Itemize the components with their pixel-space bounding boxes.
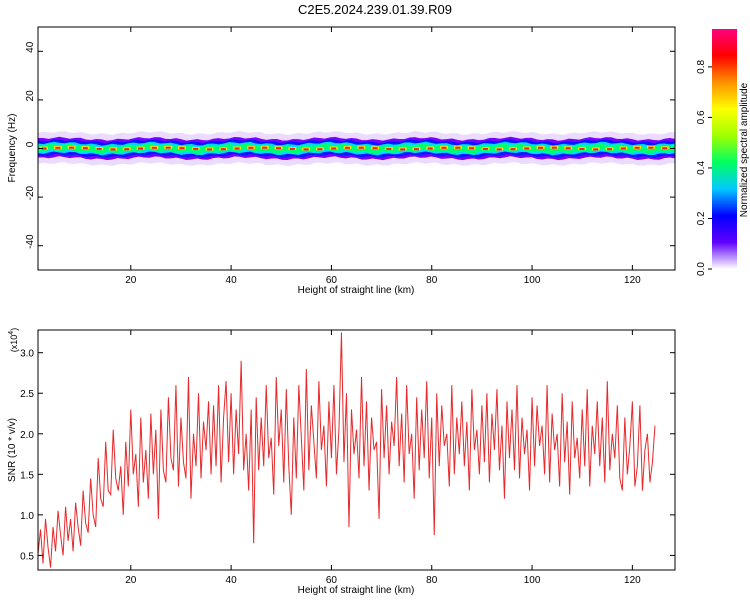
spectrogram-y-tick-label: 20 bbox=[25, 90, 36, 102]
spectrogram-x-tick-label: 120 bbox=[624, 275, 641, 286]
spectrogram-core-mark bbox=[634, 146, 640, 149]
spectrogram-core-mark bbox=[620, 147, 626, 150]
snr-y-ticks: 0.5 1.0 1.5 2.0 2.5 3.0 bbox=[20, 349, 675, 562]
spectrogram-core-mark bbox=[179, 147, 185, 150]
spectrogram-y-tick-label: 40 bbox=[25, 41, 36, 53]
snr-y-label: SNR (10 * v/v) bbox=[7, 418, 18, 482]
snr-x-tick-label: 40 bbox=[226, 575, 238, 586]
snr-y-tick-label: 2.0 bbox=[20, 430, 34, 441]
spectrogram-core-mark bbox=[234, 147, 240, 150]
snr-x-tick-label: 120 bbox=[624, 575, 641, 586]
spectrogram-x-tick-label: 60 bbox=[326, 275, 338, 286]
spectrogram-core-mark bbox=[41, 147, 47, 150]
spectrogram-core-mark bbox=[193, 147, 199, 150]
spectrogram-core-mark bbox=[248, 146, 254, 149]
spectrogram-y-tick-label: -20 bbox=[25, 185, 36, 200]
snr-y-tick-label: 3.0 bbox=[20, 349, 34, 360]
spectrogram-core-mark bbox=[538, 146, 544, 149]
spectrogram-x-tick-label: 100 bbox=[524, 275, 541, 286]
spectrogram-core-mark bbox=[303, 148, 309, 151]
spectrogram-core-mark bbox=[344, 146, 350, 149]
spectrogram-core-mark bbox=[165, 146, 171, 149]
snr-multiplier-base: (x10 bbox=[9, 335, 19, 353]
spectrogram-core-mark bbox=[648, 146, 654, 149]
snr-y-tick-label: 2.5 bbox=[20, 389, 34, 400]
spectrogram-core-mark bbox=[69, 146, 75, 149]
snr-x-tick-label: 100 bbox=[524, 575, 541, 586]
spectrogram-core-mark bbox=[662, 147, 668, 150]
spectrogram-core-mark bbox=[207, 148, 213, 151]
spectrogram-y-ticks: -40 -20 0 20 40 bbox=[25, 41, 675, 249]
spectrogram-core-mark bbox=[82, 147, 88, 150]
snr-multiplier-close: ) bbox=[9, 328, 19, 331]
snr-x-tick-label: 80 bbox=[426, 575, 438, 586]
colorbar-ticks: 0.0 0.2 0.4 0.6 0.8 bbox=[696, 60, 712, 276]
snr-x-tick-label: 60 bbox=[326, 575, 338, 586]
spectrogram-core-mark bbox=[262, 146, 268, 149]
colorbar-tick-label: 0.0 bbox=[696, 262, 707, 276]
spectrogram-core-mark bbox=[455, 146, 461, 149]
colorbar: 0.0 0.2 0.4 0.6 0.8 Normalized spectral ampl… bbox=[696, 29, 750, 276]
spectrogram-x-tick-label: 80 bbox=[426, 275, 438, 286]
spectrogram-core-mark bbox=[372, 147, 378, 150]
spectrogram-y-tick-label: 0 bbox=[25, 141, 36, 147]
spectrogram-x-label: Height of straight line (km) bbox=[298, 285, 415, 296]
spectrogram-core-mark bbox=[276, 147, 282, 150]
spectrogram-core-mark bbox=[331, 147, 337, 150]
spectrogram-core-mark bbox=[579, 147, 585, 150]
spectrogram-core-mark bbox=[482, 147, 488, 150]
spectrogram-core-mark bbox=[565, 147, 571, 150]
spectrogram-x-ticks: 20 40 60 80 100 120 bbox=[125, 27, 641, 286]
spectrogram-core-mark bbox=[220, 148, 226, 151]
spectrogram-panel: 20 40 60 80 100 120 -40 -20 0 20 40 Height of str… bbox=[7, 26, 676, 296]
spectrogram-core-mark bbox=[400, 148, 406, 151]
spectrogram-heatmap bbox=[38, 130, 675, 167]
spectrogram-core-mark bbox=[510, 148, 516, 151]
spectrogram-band-layer bbox=[38, 143, 675, 154]
colorbar-tick-label: 0.6 bbox=[696, 110, 707, 124]
spectrogram-core-mark bbox=[358, 146, 364, 149]
spectrogram-x-tick-label: 40 bbox=[226, 275, 238, 286]
snr-y-tick-label: 1.5 bbox=[20, 470, 34, 481]
spectrogram-core-mark bbox=[469, 147, 475, 150]
spectrogram-core-mark bbox=[124, 148, 130, 151]
spectrogram-core-mark bbox=[427, 147, 433, 150]
spectrogram-core-mark bbox=[317, 148, 323, 151]
snr-multiplier-exp: 4 bbox=[8, 331, 15, 335]
spectrogram-core-mark bbox=[607, 148, 613, 151]
spectrogram-core-mark bbox=[55, 146, 61, 149]
figure-title: C2E5.2024.239.01.39.R09 bbox=[298, 2, 452, 17]
spectrogram-core-mark bbox=[593, 148, 599, 151]
spectrogram-core-mark bbox=[386, 147, 392, 150]
snr-frame bbox=[37, 329, 676, 571]
spectrogram-core-mark bbox=[138, 147, 144, 150]
colorbar-tick-label: 0.4 bbox=[696, 161, 707, 175]
spectrogram-core-mark bbox=[289, 147, 295, 150]
snr-y-tick-label: 1.0 bbox=[20, 511, 34, 522]
colorbar-tick-label: 0.2 bbox=[696, 211, 707, 225]
snr-panel: 20 40 60 80 100 120 0.5 1.0 1.5 2.0 2.5 3.0 Height… bbox=[7, 328, 676, 596]
spectrogram-core-mark bbox=[496, 148, 502, 151]
spectrogram-core-mark bbox=[96, 147, 102, 150]
snr-x-tick-label: 20 bbox=[125, 575, 137, 586]
snr-y-tick-label: 0.5 bbox=[20, 551, 34, 562]
spectrogram-y-tick-label: -40 bbox=[25, 234, 36, 249]
spectrogram-core-mark bbox=[524, 147, 530, 150]
colorbar-tick-label: 0.8 bbox=[696, 60, 707, 74]
snr-multiplier: (x104) bbox=[8, 328, 19, 352]
spectrogram-core-mark bbox=[441, 146, 447, 149]
snr-x-ticks: 20 40 60 80 100 120 bbox=[125, 330, 641, 586]
snr-series-line bbox=[38, 332, 656, 568]
spectrogram-core-mark bbox=[551, 146, 557, 149]
colorbar-label: Normalized spectral amplitude bbox=[739, 82, 750, 217]
spectrogram-y-label: Frequency (Hz) bbox=[7, 114, 18, 183]
spectrogram-x-tick-label: 20 bbox=[125, 275, 137, 286]
snr-x-label: Height of straight line (km) bbox=[298, 585, 415, 596]
spectrogram-core-mark bbox=[110, 148, 116, 151]
spectrogram-core-mark bbox=[413, 148, 419, 151]
spectrogram-core-mark bbox=[151, 146, 157, 149]
colorbar-gradient bbox=[712, 29, 737, 269]
